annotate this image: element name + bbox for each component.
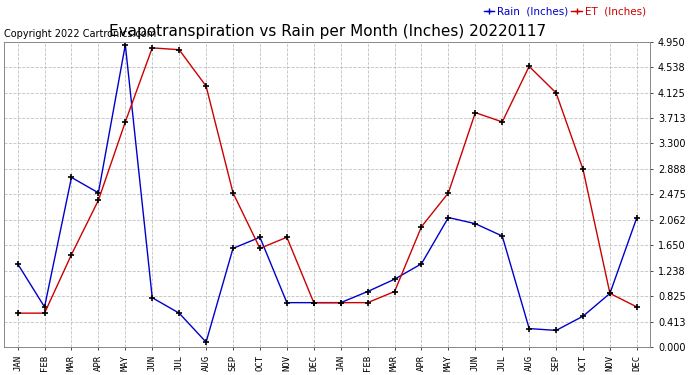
Rain  (Inches) <box>525 326 533 331</box>
ET  (Inches) <box>310 300 318 305</box>
Rain  (Inches) <box>41 305 49 309</box>
ET  (Inches) <box>121 120 130 124</box>
ET  (Inches) <box>444 190 453 195</box>
Rain  (Inches) <box>633 215 641 220</box>
ET  (Inches) <box>202 84 210 88</box>
Text: Copyright 2022 Cartronics.com: Copyright 2022 Cartronics.com <box>4 28 157 39</box>
ET  (Inches) <box>229 190 237 195</box>
ET  (Inches) <box>471 110 480 115</box>
Rain  (Inches) <box>337 300 345 305</box>
Rain  (Inches) <box>283 300 291 305</box>
Rain  (Inches) <box>229 246 237 250</box>
Rain  (Inches) <box>95 190 103 195</box>
Rain  (Inches) <box>68 175 76 180</box>
ET  (Inches) <box>364 300 372 305</box>
Title: Evapotranspiration vs Rain per Month (Inches) 20220117: Evapotranspiration vs Rain per Month (In… <box>109 24 546 39</box>
Rain  (Inches) <box>364 289 372 294</box>
ET  (Inches) <box>95 198 103 202</box>
ET  (Inches) <box>175 48 184 52</box>
ET  (Inches) <box>579 167 587 172</box>
Rain  (Inches) <box>310 300 318 305</box>
ET  (Inches) <box>41 311 49 315</box>
Rain  (Inches) <box>202 340 210 344</box>
Rain  (Inches) <box>471 222 480 226</box>
ET  (Inches) <box>606 291 614 296</box>
Rain  (Inches) <box>498 234 506 238</box>
ET  (Inches) <box>633 305 641 309</box>
Rain  (Inches) <box>256 235 264 240</box>
Rain  (Inches) <box>417 261 426 266</box>
ET  (Inches) <box>283 235 291 240</box>
ET  (Inches) <box>391 289 399 294</box>
ET  (Inches) <box>498 120 506 124</box>
ET  (Inches) <box>256 246 264 250</box>
ET  (Inches) <box>68 252 76 257</box>
Rain  (Inches) <box>14 261 22 266</box>
Rain  (Inches) <box>148 296 157 300</box>
Line: ET  (Inches): ET (Inches) <box>14 44 640 316</box>
ET  (Inches) <box>148 46 157 50</box>
Rain  (Inches) <box>579 314 587 318</box>
Rain  (Inches) <box>552 328 560 333</box>
ET  (Inches) <box>552 91 560 95</box>
Rain  (Inches) <box>444 215 453 220</box>
ET  (Inches) <box>417 225 426 229</box>
Rain  (Inches) <box>391 277 399 282</box>
Legend: Rain  (Inches), ET  (Inches): Rain (Inches), ET (Inches) <box>480 2 650 20</box>
Line: Rain  (Inches): Rain (Inches) <box>14 41 640 346</box>
Rain  (Inches) <box>175 311 184 315</box>
ET  (Inches) <box>14 311 22 315</box>
ET  (Inches) <box>337 300 345 305</box>
Rain  (Inches) <box>606 291 614 296</box>
Rain  (Inches) <box>121 42 130 47</box>
ET  (Inches) <box>525 64 533 69</box>
